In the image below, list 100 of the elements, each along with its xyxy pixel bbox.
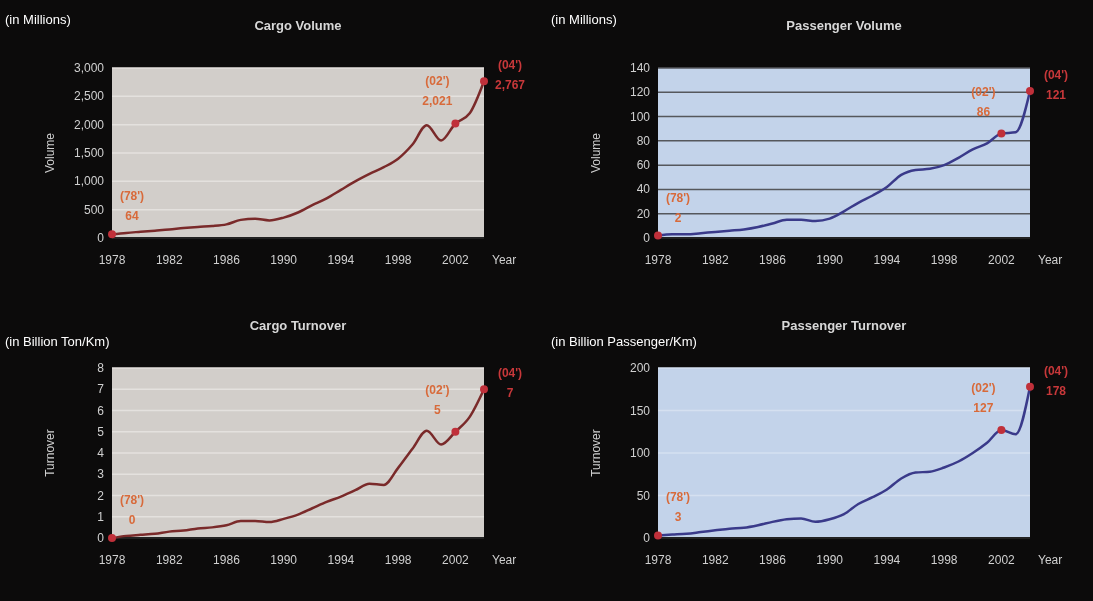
- x-tick-label: 1990: [816, 253, 844, 267]
- chart-title: Cargo Volume: [254, 18, 342, 33]
- x-axis-title: Year: [1038, 553, 1063, 567]
- x-tick-label: 1978: [98, 553, 126, 567]
- y-tick-label: 200: [629, 361, 651, 375]
- annotation: (78'): [665, 490, 691, 505]
- chart-subtitle: (in Billion Ton/Km): [5, 334, 110, 349]
- x-tick-label: 2002: [442, 553, 470, 567]
- x-tick-label: 1978: [644, 253, 672, 267]
- point: [997, 426, 1006, 435]
- y-tick-label: 1,000: [73, 174, 105, 189]
- chart-title: Cargo Turnover: [249, 318, 347, 333]
- y-tick-label: 140: [629, 61, 651, 75]
- annotation: (78'): [119, 189, 145, 204]
- annotation: 127: [973, 401, 994, 416]
- chart-subtitle: (in Millions): [551, 12, 617, 27]
- point: [1026, 87, 1034, 96]
- x-axis-title: Year: [492, 553, 517, 567]
- y-tick-label: 50: [636, 488, 651, 503]
- annotation: (02'): [425, 382, 450, 397]
- y-axis-title: Volume: [589, 132, 603, 174]
- y-tick-label: 2,500: [73, 89, 105, 104]
- y-axis-title: Turnover: [589, 429, 603, 477]
- x-axis-title: Year: [1038, 253, 1063, 267]
- y-tick-label: 5: [97, 424, 105, 439]
- x-tick-label: 1978: [644, 553, 672, 567]
- y-tick-label: 60: [636, 158, 651, 173]
- annotation: (02'): [971, 381, 996, 396]
- annotation: 64: [125, 209, 139, 224]
- y-tick-label: 4: [97, 446, 105, 460]
- y-tick-label: 3: [97, 467, 105, 482]
- point: [108, 534, 116, 542]
- y-tick-label: 20: [636, 206, 651, 221]
- y-tick-label: 1: [97, 509, 105, 524]
- point: [1026, 382, 1034, 391]
- annotation: (02'): [425, 74, 450, 89]
- x-tick-label: 1986: [759, 553, 787, 567]
- x-tick-label: 1986: [213, 253, 241, 267]
- x-tick-label: 1998: [384, 253, 412, 267]
- y-tick-label: 1,500: [73, 146, 105, 160]
- y-tick-label: 0: [643, 531, 651, 545]
- x-tick-label: 1998: [930, 553, 958, 567]
- y-tick-label: 0: [97, 531, 105, 545]
- x-tick-label: 1994: [873, 253, 901, 267]
- y-tick-label: 120: [629, 85, 651, 100]
- x-tick-label: 1998: [384, 553, 412, 567]
- x-tick-label: 2002: [442, 253, 470, 267]
- point: [451, 427, 460, 436]
- y-tick-label: 500: [83, 202, 105, 217]
- x-tick-label: 1990: [270, 253, 298, 267]
- annotation: 0: [128, 513, 136, 527]
- x-tick-label: 2002: [988, 253, 1016, 267]
- x-tick-label: 1990: [816, 553, 844, 567]
- point: [108, 230, 116, 239]
- annotation: (04'): [497, 58, 523, 73]
- y-tick-label: 80: [636, 133, 651, 148]
- x-tick-label: 1986: [759, 253, 787, 267]
- point: [654, 531, 662, 540]
- x-tick-label: 1994: [327, 253, 355, 267]
- annotation: 2: [674, 210, 682, 225]
- y-tick-label: 6: [97, 403, 105, 418]
- y-tick-label: 2,000: [73, 117, 105, 132]
- x-tick-label: 1990: [270, 553, 298, 567]
- x-tick-label: 1982: [701, 553, 729, 567]
- annotation: 86: [976, 104, 991, 119]
- annotation: 121: [1045, 88, 1067, 103]
- annotation: (78'): [665, 190, 691, 205]
- annotation: (04'): [1043, 68, 1069, 83]
- chart-subtitle: (in Billion Passenger/Km): [551, 334, 697, 349]
- annotation: 2,021: [422, 94, 453, 109]
- point: [997, 129, 1006, 138]
- x-tick-label: 1994: [327, 553, 355, 567]
- annotation: (04'): [497, 366, 523, 381]
- annotation: (78'): [119, 493, 145, 507]
- y-tick-label: 100: [629, 109, 651, 124]
- y-tick-label: 3,000: [73, 61, 105, 75]
- y-tick-label: 0: [97, 231, 105, 245]
- y-tick-label: 7: [97, 382, 105, 397]
- x-tick-label: 1982: [701, 253, 729, 267]
- chart-subtitle: (in Millions): [5, 12, 71, 27]
- annotation: 5: [434, 402, 442, 417]
- y-axis-title: Turnover: [43, 429, 57, 477]
- y-tick-label: 2: [97, 488, 105, 503]
- annotation: 3: [674, 510, 682, 525]
- chart-title: Passenger Volume: [786, 18, 902, 33]
- point: [654, 231, 662, 240]
- y-tick-label: 40: [636, 182, 651, 197]
- y-tick-label: 150: [629, 403, 651, 418]
- x-axis-title: Year: [492, 253, 517, 267]
- point: [480, 77, 488, 86]
- x-tick-label: 2002: [988, 553, 1016, 567]
- x-tick-label: 1994: [873, 553, 901, 567]
- chart-title: Passenger Turnover: [781, 318, 907, 333]
- annotation: 7: [506, 386, 514, 401]
- x-tick-label: 1982: [155, 553, 183, 567]
- x-tick-label: 1998: [930, 253, 958, 267]
- point: [451, 119, 460, 128]
- annotation: 178: [1045, 383, 1067, 398]
- x-tick-label: 1982: [155, 253, 183, 267]
- y-axis-title: Volume: [43, 132, 57, 174]
